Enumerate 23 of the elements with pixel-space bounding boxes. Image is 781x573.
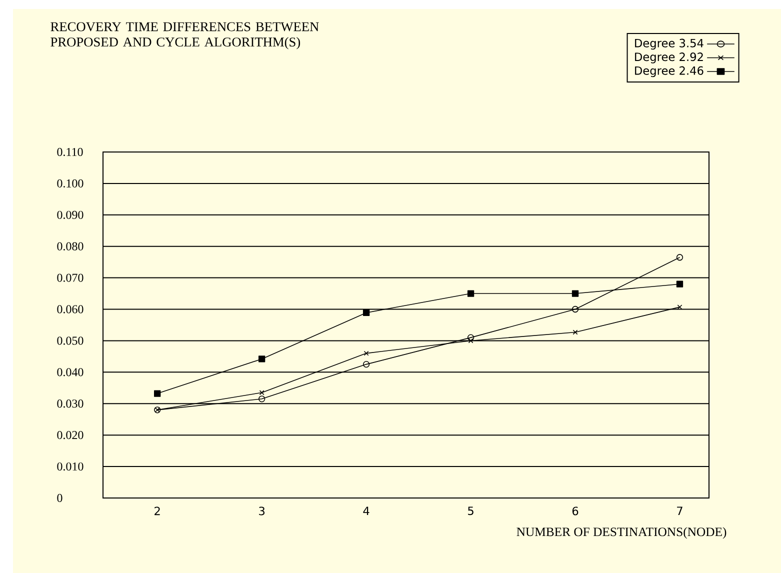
y-tick-label: 0.030 — [57, 400, 84, 408]
y-tick-label: 0.090 — [57, 210, 84, 219]
y-tick-label: 0.020 — [57, 430, 84, 440]
y-tick-label: 0.100 — [57, 179, 84, 188]
y-tick-label: 0.050 — [57, 336, 84, 345]
y-tick-label: 0.070 — [57, 274, 84, 282]
x-tick-label: 4 — [363, 506, 370, 515]
legend-label: Degree 2.92 — [635, 52, 703, 64]
y-tick-label: 0.040 — [57, 368, 84, 376]
y-tick-label: 0 — [57, 494, 62, 502]
legend-label: Degree 2.46 — [635, 66, 704, 78]
x-axis-title: NUMBER OF DESTINATIONS(NODE) — [516, 527, 726, 539]
x-tick-label: 7 — [677, 506, 682, 515]
y-tick-label: 0.080 — [57, 242, 84, 250]
y-tick-label: 0.010 — [57, 462, 84, 471]
x-tick-label: 3 — [259, 506, 265, 516]
y-tick-label: 0.110 — [57, 148, 83, 156]
x-tick-label: 5 — [468, 506, 474, 516]
x-tick-label: 6 — [572, 506, 578, 516]
x-tick-label: 2 — [154, 506, 160, 516]
y-tick-label: 0.060 — [57, 305, 84, 314]
chart-title: RECOVERY TIME DIFFERENCES BETWEEN PROPOSED AND CYCLE ALGORITHM(S) — [50, 22, 319, 50]
legend-label: Degree 3.54 — [635, 38, 704, 50]
